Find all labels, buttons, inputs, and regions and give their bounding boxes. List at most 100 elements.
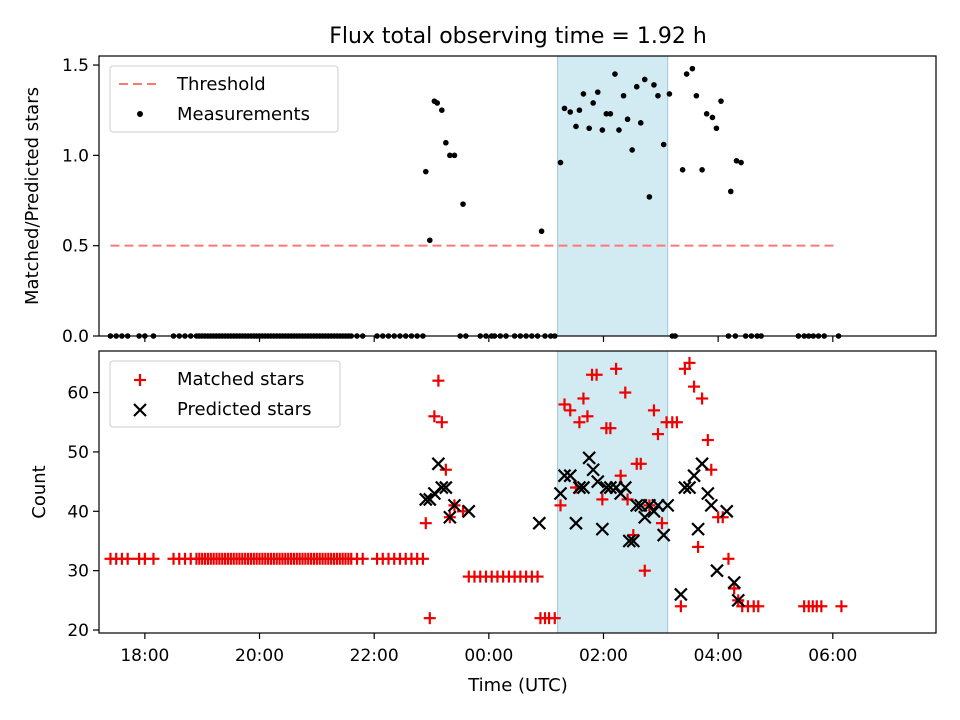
- matched-star-point: [701, 434, 714, 447]
- matched-star-point: [627, 529, 640, 542]
- predicted-star-point: [595, 522, 610, 536]
- top-legend-box: [109, 65, 339, 133]
- top-ylabel: Matched/Predicted stars: [22, 87, 43, 305]
- matched-star-point: [655, 517, 668, 530]
- measurement-point: [599, 127, 606, 133]
- measurement-point: [561, 105, 568, 112]
- predicted-star-point: [599, 480, 614, 495]
- predicted-star-point: [532, 516, 547, 530]
- measurement-point: [633, 83, 640, 90]
- matched-star-point: [683, 356, 696, 369]
- measurement-point: [718, 98, 724, 104]
- matched-star-point: [674, 600, 687, 613]
- predicted-star-point: [691, 522, 705, 536]
- measurement-point: [603, 111, 610, 117]
- bottom-panel: 20 30 40 50 60 18:00 20:00 22:00 00:00 02:00 04:00…: [29, 350, 937, 696]
- ytick-label: 40: [67, 502, 89, 522]
- measurement-point: [629, 147, 635, 153]
- matched-star-point: [548, 612, 561, 625]
- predicted-star-point: [590, 474, 605, 489]
- measurement-point: [434, 100, 441, 106]
- xtick-label: 20:00: [235, 646, 284, 666]
- matched-star-point: [619, 386, 632, 399]
- ytick-label: 1.5: [62, 56, 89, 76]
- matched-star-point: [435, 416, 448, 429]
- measurement-point: [709, 114, 716, 121]
- top-axes-frame: [98, 55, 937, 337]
- measurement-point: [567, 109, 574, 115]
- matched-star-point: [439, 463, 452, 476]
- measurement-point: [666, 91, 673, 97]
- matched-star-point: [428, 410, 441, 423]
- matched-star-point: [692, 540, 705, 553]
- matched-star-point: [531, 570, 544, 583]
- measurement-point: [422, 168, 429, 175]
- predicted-star-point: [431, 457, 446, 471]
- measurement-point: [646, 194, 653, 200]
- top-legend: Threshold Measurements: [109, 65, 339, 133]
- measurement-point: [620, 92, 627, 99]
- matched-star-point: [554, 499, 567, 512]
- matched-star-point: [728, 582, 741, 595]
- matched-star-point: [651, 428, 664, 441]
- measurement-point: [612, 71, 618, 77]
- predicted-star-point: [626, 534, 641, 548]
- matched-star-point: [416, 552, 429, 565]
- predicted-star-point: [553, 486, 568, 501]
- predicted-star-point: [418, 492, 433, 507]
- xtick-label: 00:00: [464, 646, 513, 666]
- matched-star-point: [752, 600, 765, 613]
- matched-star-point: [610, 362, 623, 375]
- predicted-star-point: [660, 498, 675, 513]
- xtick-label: 06:00: [808, 646, 857, 666]
- matched-star-point: [696, 392, 709, 405]
- predicted-star-point: [656, 528, 671, 542]
- measurement-point: [624, 116, 631, 123]
- measurement-point: [590, 100, 596, 106]
- matched-star-point: [121, 552, 134, 565]
- measurement-point: [616, 127, 622, 133]
- predicted-star-point: [435, 480, 449, 495]
- matched-star-point: [590, 368, 603, 381]
- ytick-label: 0.5: [62, 237, 89, 257]
- predicted-star-point: [622, 534, 637, 548]
- legend-measurements-label: Measurements: [177, 104, 310, 125]
- matched-star-point: [356, 552, 369, 565]
- top-panel: 0.0 0.5 1.0 1.5 Matched/Predicted stars Thr…: [22, 55, 937, 347]
- matched-star-point: [147, 552, 160, 565]
- measurement-point: [727, 188, 734, 195]
- measurement-point: [641, 76, 648, 83]
- measurement-point: [713, 125, 720, 132]
- predicted-star-point: [678, 480, 692, 495]
- predicted-star-point: [647, 504, 661, 519]
- predicted-star-point: [439, 480, 453, 495]
- measurement-point: [679, 167, 686, 173]
- matched-star-point: [638, 564, 651, 577]
- measurement-point: [651, 82, 657, 88]
- predicted-star-point: [447, 498, 462, 513]
- measurement-point: [576, 107, 583, 113]
- predicted-star-point: [557, 468, 572, 483]
- predicted-star-point: [569, 516, 583, 530]
- bottom-ylabel: Count: [29, 465, 50, 518]
- matched-star-point: [647, 404, 660, 417]
- matched-star-point: [835, 600, 848, 613]
- measurement-point: [451, 152, 458, 159]
- legend-matched-label: Matched stars: [177, 369, 304, 390]
- xtick-label: 18:00: [120, 646, 169, 666]
- measurement-point: [447, 152, 453, 159]
- measurement-point: [689, 65, 696, 72]
- matched-star-point: [722, 552, 735, 565]
- predicted-star-point: [637, 510, 652, 525]
- predicted-star-point: [651, 498, 665, 513]
- legend-matched-swatch: [134, 374, 146, 386]
- predicted-star-point: [695, 457, 709, 471]
- bottom-legend: Matched stars Predicted stars: [109, 360, 341, 428]
- measurement-point: [738, 159, 744, 166]
- predicted-star-point: [576, 480, 591, 495]
- measurement-point: [426, 237, 433, 244]
- ytick-label: 30: [67, 562, 89, 582]
- legend-predicted-label: Predicted stars: [177, 399, 311, 420]
- predicted-star-point: [572, 480, 587, 495]
